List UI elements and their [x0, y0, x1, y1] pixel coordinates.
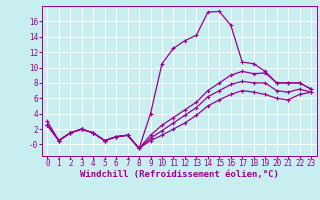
- X-axis label: Windchill (Refroidissement éolien,°C): Windchill (Refroidissement éolien,°C): [80, 170, 279, 179]
